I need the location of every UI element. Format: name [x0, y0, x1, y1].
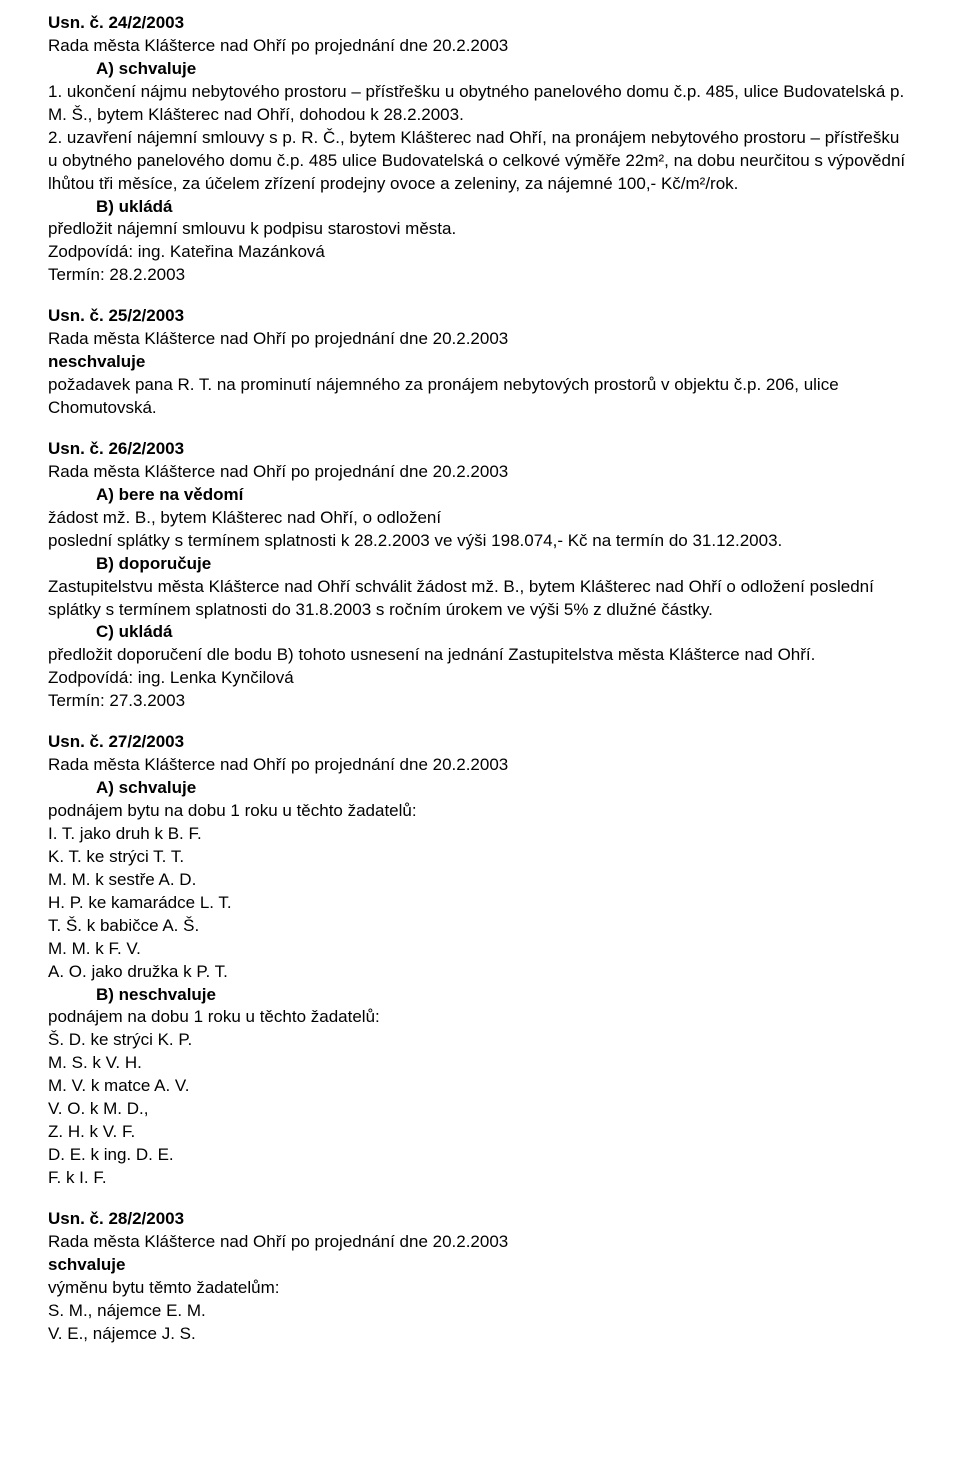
text-line: schvaluje [48, 1254, 912, 1277]
resolution-section: Usn. č. 24/2/2003Rada města Klášterce na… [48, 12, 912, 287]
text-line: 2. uzavření nájemní smlouvy s p. R. Č., … [48, 127, 912, 196]
text-line: Rada města Klášterce nad Ohří po projedn… [48, 461, 912, 484]
text-line: M. M. k sestře A. D. [48, 869, 912, 892]
text-line: Termín: 28.2.2003 [48, 264, 912, 287]
text-line: C) ukládá [48, 621, 912, 644]
text-line: Usn. č. 28/2/2003 [48, 1208, 912, 1231]
text-line: A) schvaluje [48, 58, 912, 81]
resolution-section: Usn. č. 25/2/2003Rada města Klášterce na… [48, 305, 912, 420]
text-line: Z. H. k V. F. [48, 1121, 912, 1144]
text-line: výměnu bytu těmto žadatelům: [48, 1277, 912, 1300]
text-line: Usn. č. 24/2/2003 [48, 12, 912, 35]
text-line: M. V. k matce A. V. [48, 1075, 912, 1098]
text-line: T. Š. k babičce A. Š. [48, 915, 912, 938]
text-line: K. T. ke strýci T. T. [48, 846, 912, 869]
resolution-section: Usn. č. 26/2/2003Rada města Klášterce na… [48, 438, 912, 713]
text-line: A) bere na vědomí [48, 484, 912, 507]
text-line: poslední splátky s termínem splatnosti k… [48, 530, 912, 553]
text-line: Rada města Klášterce nad Ohří po projedn… [48, 35, 912, 58]
text-line: neschvaluje [48, 351, 912, 374]
resolution-section: Usn. č. 28/2/2003Rada města Klášterce na… [48, 1208, 912, 1346]
text-line: A. O. jako družka k P. T. [48, 961, 912, 984]
text-line: Rada města Klášterce nad Ohří po projedn… [48, 754, 912, 777]
text-line: Š. D. ke strýci K. P. [48, 1029, 912, 1052]
text-line: D. E. k ing. D. E. [48, 1144, 912, 1167]
text-line: Rada města Klášterce nad Ohří po projedn… [48, 1231, 912, 1254]
text-line: A) schvaluje [48, 777, 912, 800]
text-line: žádost mž. B., bytem Klášterec nad Ohří,… [48, 507, 912, 530]
resolution-section: Usn. č. 27/2/2003Rada města Klášterce na… [48, 731, 912, 1190]
text-line: Usn. č. 25/2/2003 [48, 305, 912, 328]
text-line: M. S. k V. H. [48, 1052, 912, 1075]
text-line: H. P. ke kamarádce L. T. [48, 892, 912, 915]
text-line: Usn. č. 26/2/2003 [48, 438, 912, 461]
text-line: Zodpovídá: ing. Kateřina Mazánková [48, 241, 912, 264]
document-body: Usn. č. 24/2/2003Rada města Klášterce na… [48, 12, 912, 1346]
text-line: předložit doporučení dle bodu B) tohoto … [48, 644, 912, 667]
text-line: Zodpovídá: ing. Lenka Kynčilová [48, 667, 912, 690]
text-line: B) neschvaluje [48, 984, 912, 1007]
text-line: F. k I. F. [48, 1167, 912, 1190]
text-line: Termín: 27.3.2003 [48, 690, 912, 713]
text-line: B) ukládá [48, 196, 912, 219]
text-line: předložit nájemní smlouvu k podpisu star… [48, 218, 912, 241]
text-line: podnájem na dobu 1 roku u těchto žadatel… [48, 1006, 912, 1029]
text-line: 1. ukončení nájmu nebytového prostoru – … [48, 81, 912, 127]
text-line: Rada města Klášterce nad Ohří po projedn… [48, 328, 912, 351]
text-line: V. E., nájemce J. S. [48, 1323, 912, 1346]
text-line: Zastupitelstvu města Klášterce nad Ohří … [48, 576, 912, 622]
text-line: S. M., nájemce E. M. [48, 1300, 912, 1323]
text-line: Usn. č. 27/2/2003 [48, 731, 912, 754]
text-line: B) doporučuje [48, 553, 912, 576]
text-line: V. O. k M. D., [48, 1098, 912, 1121]
text-line: požadavek pana R. T. na prominutí nájemn… [48, 374, 912, 420]
text-line: M. M. k F. V. [48, 938, 912, 961]
text-line: I. T. jako druh k B. F. [48, 823, 912, 846]
text-line: podnájem bytu na dobu 1 roku u těchto ža… [48, 800, 912, 823]
